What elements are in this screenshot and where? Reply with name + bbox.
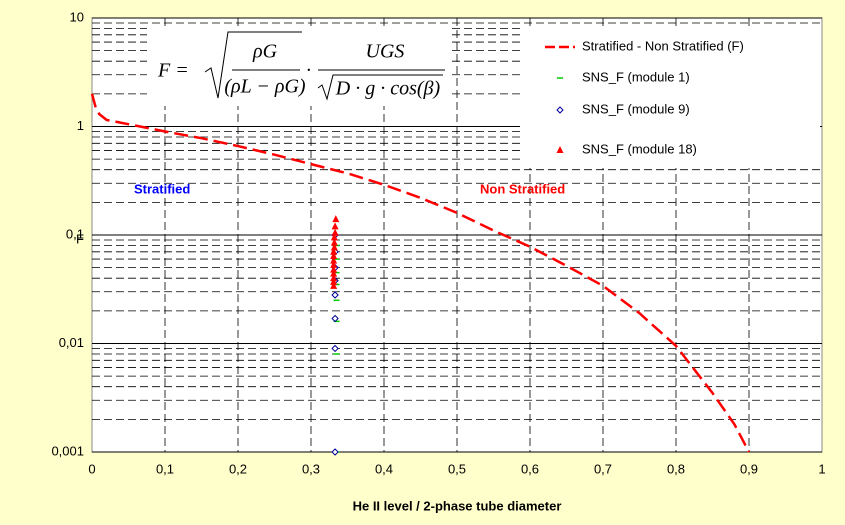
scatter-point xyxy=(331,228,339,236)
scatter-point xyxy=(330,265,338,273)
scatter-point xyxy=(331,344,339,353)
x-tick-label: 0,4 xyxy=(375,461,393,476)
scatter-point xyxy=(331,448,339,456)
annotation: Stratified xyxy=(134,181,190,196)
x-tick-label: 1 xyxy=(818,461,825,476)
formula-dot: · xyxy=(306,60,311,82)
x-tick-label: 0,2 xyxy=(229,461,247,476)
scatter-point xyxy=(332,215,340,223)
scatter-point xyxy=(330,233,338,241)
x-tick-label: 0,8 xyxy=(667,461,685,476)
scatter-point xyxy=(330,247,338,255)
formula-box xyxy=(147,28,450,106)
x-tick-label: 0 xyxy=(88,461,95,476)
legend xyxy=(520,28,820,168)
scatter-point xyxy=(331,314,339,323)
line-series xyxy=(90,93,751,453)
formula-num2: UGS xyxy=(366,41,405,63)
annotation: Non Stratified xyxy=(480,181,565,196)
formula-num1: ρG xyxy=(252,41,278,63)
legend-swatch xyxy=(556,106,564,114)
legend-swatch xyxy=(556,146,564,153)
formula-sqrt xyxy=(204,31,302,99)
scatter-point xyxy=(330,238,338,246)
scatter-point xyxy=(330,277,338,285)
scatter-point xyxy=(330,274,338,282)
legend-label: SNS_F (module 18) xyxy=(582,141,697,156)
x-tick-label: 0,5 xyxy=(448,461,466,476)
formula-den1: (ρL − ρG) xyxy=(224,76,306,98)
y-tick-label: 10 xyxy=(70,9,84,24)
scatter-point xyxy=(331,291,339,299)
x-tick-label: 0,6 xyxy=(521,461,539,476)
y-tick-label: 0,1 xyxy=(66,226,84,241)
y-tick-label: 1 xyxy=(77,118,84,133)
scatter-point xyxy=(331,222,339,230)
legend-label: SNS_F (module 1) xyxy=(582,69,690,84)
x-tick-label: 0,9 xyxy=(740,461,758,476)
scatter-point xyxy=(330,281,338,289)
x-tick-label: 0,7 xyxy=(594,461,612,476)
legend-label: SNS_F (module 9) xyxy=(582,101,690,116)
legend-label: Stratified - Non Stratified (F) xyxy=(582,38,744,53)
x-axis-label: He II level / 2-phase tube diameter xyxy=(353,498,562,513)
scatter-point xyxy=(330,260,338,268)
y-axis-label: F xyxy=(76,231,84,246)
scatter-point xyxy=(330,256,338,264)
formula-sqrt xyxy=(317,74,443,101)
x-tick-label: 0,3 xyxy=(302,461,320,476)
scatter-point xyxy=(330,269,338,277)
y-tick-label: 0,001 xyxy=(51,443,84,458)
formula-lhs: F = xyxy=(157,60,189,82)
scatter-point xyxy=(330,243,338,251)
scatter-point xyxy=(330,252,338,260)
formula-den2: D · g · cos(β) xyxy=(335,78,441,100)
x-tick-label: 0,1 xyxy=(156,461,174,476)
y-tick-label: 0,01 xyxy=(59,335,84,350)
